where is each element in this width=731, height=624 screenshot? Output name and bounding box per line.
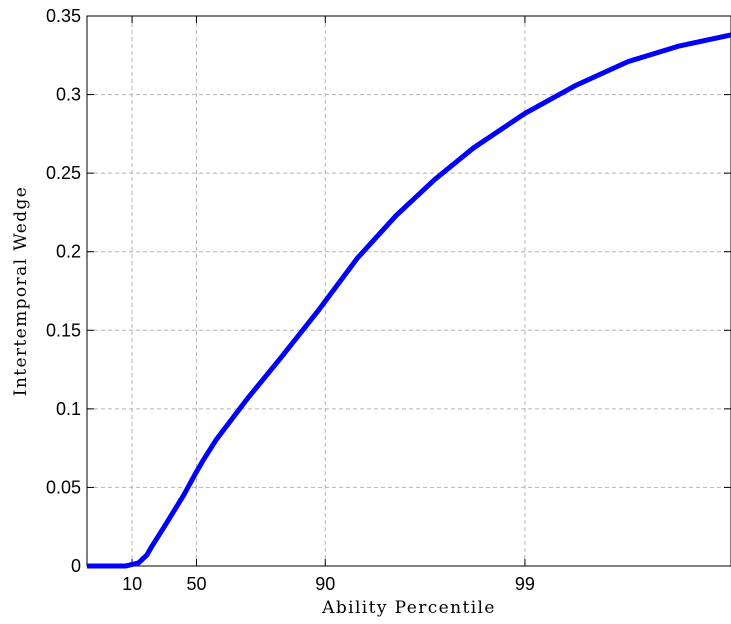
- tick-labels: 0 0.05 0.1 0.15 0.2 0.25 0.3 0.35 10 50 90 99: [46, 6, 535, 594]
- y-tick-label: 0.3: [56, 85, 81, 105]
- series-lines: [87, 32, 731, 569]
- series-line: [87, 32, 731, 569]
- axis-ticks: [87, 15, 731, 567]
- x-tick-label: 50: [186, 574, 206, 594]
- y-tick-label: 0.25: [46, 163, 81, 183]
- y-tick-label: 0.1: [56, 399, 81, 419]
- x-tick-label: 10: [122, 574, 142, 594]
- x-axis-title: Ability Percentile: [321, 598, 496, 618]
- y-tick-label: 0.2: [56, 242, 81, 262]
- plot-frame: [86, 15, 731, 567]
- y-tick-label: 0.05: [46, 477, 81, 497]
- y-tick-label: 0.15: [46, 320, 81, 340]
- x-tick-label: 99: [515, 574, 535, 594]
- y-tick-label: 0: [71, 556, 81, 576]
- grid-lines: [87, 16, 731, 566]
- y-axis-title: Intertemporal Wedge: [11, 186, 31, 397]
- x-tick-label: 90: [315, 574, 335, 594]
- y-tick-label: 0.35: [46, 6, 81, 26]
